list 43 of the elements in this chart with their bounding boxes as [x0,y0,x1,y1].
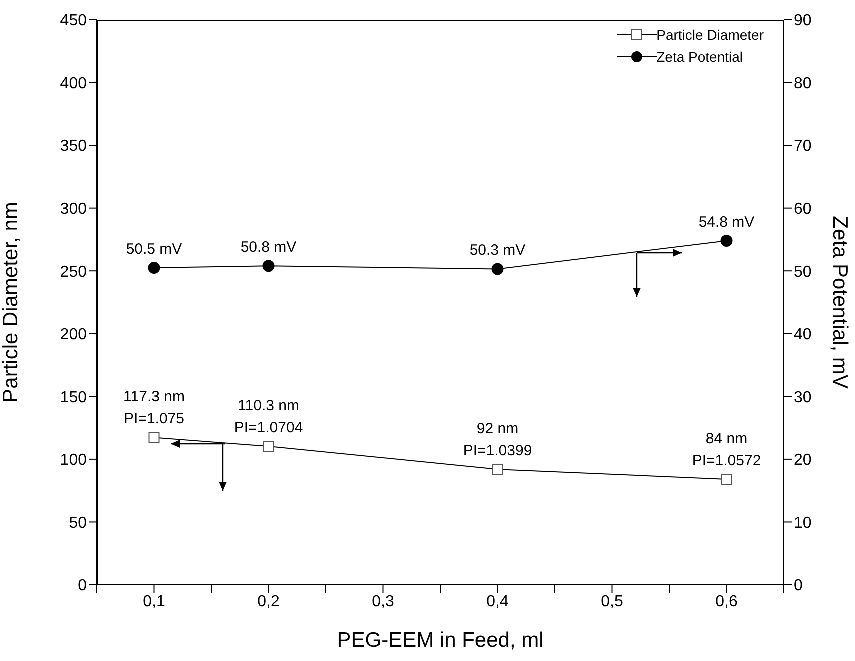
data-label: 92 nm PI=1.0399 [463,420,532,460]
data-label: 50.5 mV [126,240,182,258]
y2-tick-label: 40 [794,326,812,344]
data-label: 117.3 nm PI=1.075 [124,388,185,428]
y2-tick-label: 50 [794,264,812,281]
data-label: 54.8 mV [698,214,755,231]
legend-label: Particle Diameter [656,27,764,43]
y-tick-label: 450 [60,12,88,30]
y2-tick-label: 80 [794,75,812,92]
x-tick-label: 0,1 [143,593,166,610]
y2-tick-label: 10 [794,514,812,532]
y2-tick-label: 60 [794,201,812,218]
y-tick-label: 50 [69,514,88,532]
y-tick-label: 150 [60,389,88,406]
y2-tick-label: 30 [794,389,812,406]
point [148,262,160,274]
y2-tick-label: 90 [794,12,812,30]
x-tick-label: 0,4 [486,593,509,610]
y-axis-title: Particle Diameter, nm [0,202,22,403]
y-tick-label: 200 [60,326,88,344]
x-tick-label: 0,5 [601,593,624,610]
x-tick-label: 0,2 [258,593,280,610]
y2-tick-label: 0 [794,578,803,595]
point [262,260,275,272]
data-label: 50.8 mV [240,239,297,256]
data-label: 50.3 mV [470,242,526,260]
y2-tick-label: 70 [794,138,812,156]
legend-label: Zeta Potential [656,49,744,65]
point [720,234,733,247]
x-tick-label: 0,3 [372,593,394,610]
y2-axis-title: Zeta Potential, mV [828,216,852,389]
y-tick-label: 400 [60,75,88,92]
y-tick-label: 300 [60,201,88,218]
x-axis-title: PEG-EEM in Feed, ml [337,629,544,652]
y2-tick-label: 20 [794,452,812,470]
y-tick-label: 350 [60,138,88,156]
point [492,263,504,276]
y-tick-label: 100 [60,452,88,470]
data-label: 110.3 nm PI=1.0704 [234,398,304,437]
x-tick-label: 0,6 [716,593,738,610]
y-tick-label: 250 [60,264,88,281]
data-label: 84 nm PI=1.0572 [692,430,762,470]
y-tick-label: 0 [78,578,88,595]
